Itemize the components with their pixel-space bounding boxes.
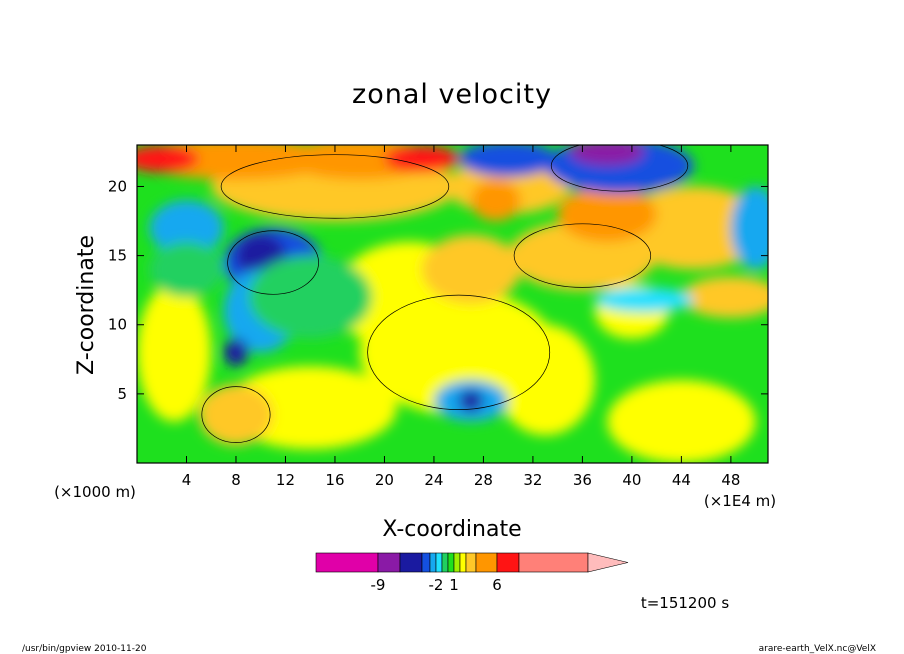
y-tick-label: 10 bbox=[108, 316, 127, 334]
colorbar-segment bbox=[496, 552, 520, 573]
field-patch bbox=[421, 234, 521, 304]
y-tick-label: 20 bbox=[108, 177, 127, 195]
footer-right: arare-earth_VelX.nc@VelX bbox=[759, 644, 876, 654]
y-tick-label: 15 bbox=[108, 247, 127, 265]
colorbar bbox=[315, 552, 629, 573]
field-patch bbox=[137, 145, 199, 173]
field-patch bbox=[384, 145, 459, 173]
colorbar-segment bbox=[399, 552, 423, 573]
x-tick-label: 44 bbox=[672, 471, 691, 489]
colorbar-segment bbox=[421, 552, 431, 573]
x-tick-label: 16 bbox=[325, 471, 344, 489]
x-tick-label: 32 bbox=[523, 471, 542, 489]
x-tick-label: 12 bbox=[276, 471, 295, 489]
field-contour bbox=[227, 230, 319, 295]
y-unit-label: (×1000 m) bbox=[54, 483, 136, 501]
footer-left: /usr/bin/gpview 2010-11-20 bbox=[22, 644, 147, 654]
field-patch bbox=[248, 255, 373, 339]
field-patch bbox=[149, 200, 224, 256]
chart-title: zonal velocity bbox=[352, 79, 552, 110]
x-tick-label: 28 bbox=[474, 471, 493, 489]
field-contour bbox=[367, 294, 551, 410]
field-patch bbox=[557, 186, 657, 242]
velocity-field bbox=[137, 145, 768, 463]
colorbar-segment bbox=[465, 552, 477, 573]
field-patch bbox=[223, 338, 249, 367]
field-patch bbox=[619, 186, 768, 270]
y-axis: 5 10 15 20 bbox=[108, 177, 768, 403]
field-patch bbox=[471, 179, 521, 222]
colorbar-ticks: -9 -2 1 6 bbox=[371, 576, 502, 594]
colorbar-tick-label: -2 bbox=[429, 576, 444, 594]
colorbar-tick-label: 1 bbox=[449, 576, 459, 594]
field-patches bbox=[137, 145, 768, 463]
y-axis-title: Z-coordinate bbox=[74, 235, 99, 375]
colorbar-segment bbox=[435, 552, 443, 573]
field-patch bbox=[495, 324, 595, 436]
field-patch bbox=[570, 145, 645, 166]
x-tick-label: 36 bbox=[573, 471, 592, 489]
y-tick-label: 5 bbox=[117, 385, 127, 403]
colorbar-tick-label: 6 bbox=[492, 576, 502, 594]
colorbar-segment bbox=[518, 552, 589, 573]
field-patch bbox=[681, 276, 768, 318]
x-tick-label: 20 bbox=[375, 471, 394, 489]
colorbar-segment bbox=[475, 552, 498, 573]
field-patch bbox=[137, 283, 212, 422]
x-axis: 4 8 12 16 20 24 28 32 36 40 44 48 bbox=[182, 145, 740, 489]
x-tick-label: 24 bbox=[424, 471, 443, 489]
field-contour bbox=[513, 223, 652, 288]
colorbar-segment bbox=[459, 552, 467, 573]
colorbar-segment bbox=[453, 552, 461, 573]
x-unit-label: (×1E4 m) bbox=[704, 492, 776, 510]
colorbar-segment bbox=[315, 552, 379, 573]
colorbar-tick-label: -9 bbox=[371, 576, 386, 594]
colorbar-segment bbox=[377, 552, 401, 573]
time-label: t=151200 s bbox=[641, 594, 729, 612]
field-patch bbox=[458, 145, 558, 177]
x-axis-title: X-coordinate bbox=[382, 517, 521, 542]
field-contour bbox=[550, 145, 689, 192]
field-patch bbox=[594, 287, 694, 313]
colorbar-extension bbox=[587, 552, 629, 573]
x-tick-label: 8 bbox=[231, 471, 241, 489]
field-contour bbox=[201, 386, 271, 443]
colorbar-segment bbox=[441, 552, 449, 573]
field-contour bbox=[220, 154, 450, 219]
field-patch bbox=[607, 380, 756, 463]
x-tick-label: 40 bbox=[622, 471, 641, 489]
field-patch bbox=[730, 186, 768, 270]
field-contours bbox=[201, 145, 689, 443]
colorbar-segment bbox=[447, 552, 455, 573]
field-patch bbox=[458, 389, 484, 412]
x-tick-label: 4 bbox=[182, 471, 192, 489]
plot-frame bbox=[136, 144, 769, 464]
colorbar-segment bbox=[429, 552, 437, 573]
x-tick-label: 48 bbox=[721, 471, 740, 489]
field-patch bbox=[198, 384, 274, 446]
field-patch bbox=[149, 241, 224, 298]
